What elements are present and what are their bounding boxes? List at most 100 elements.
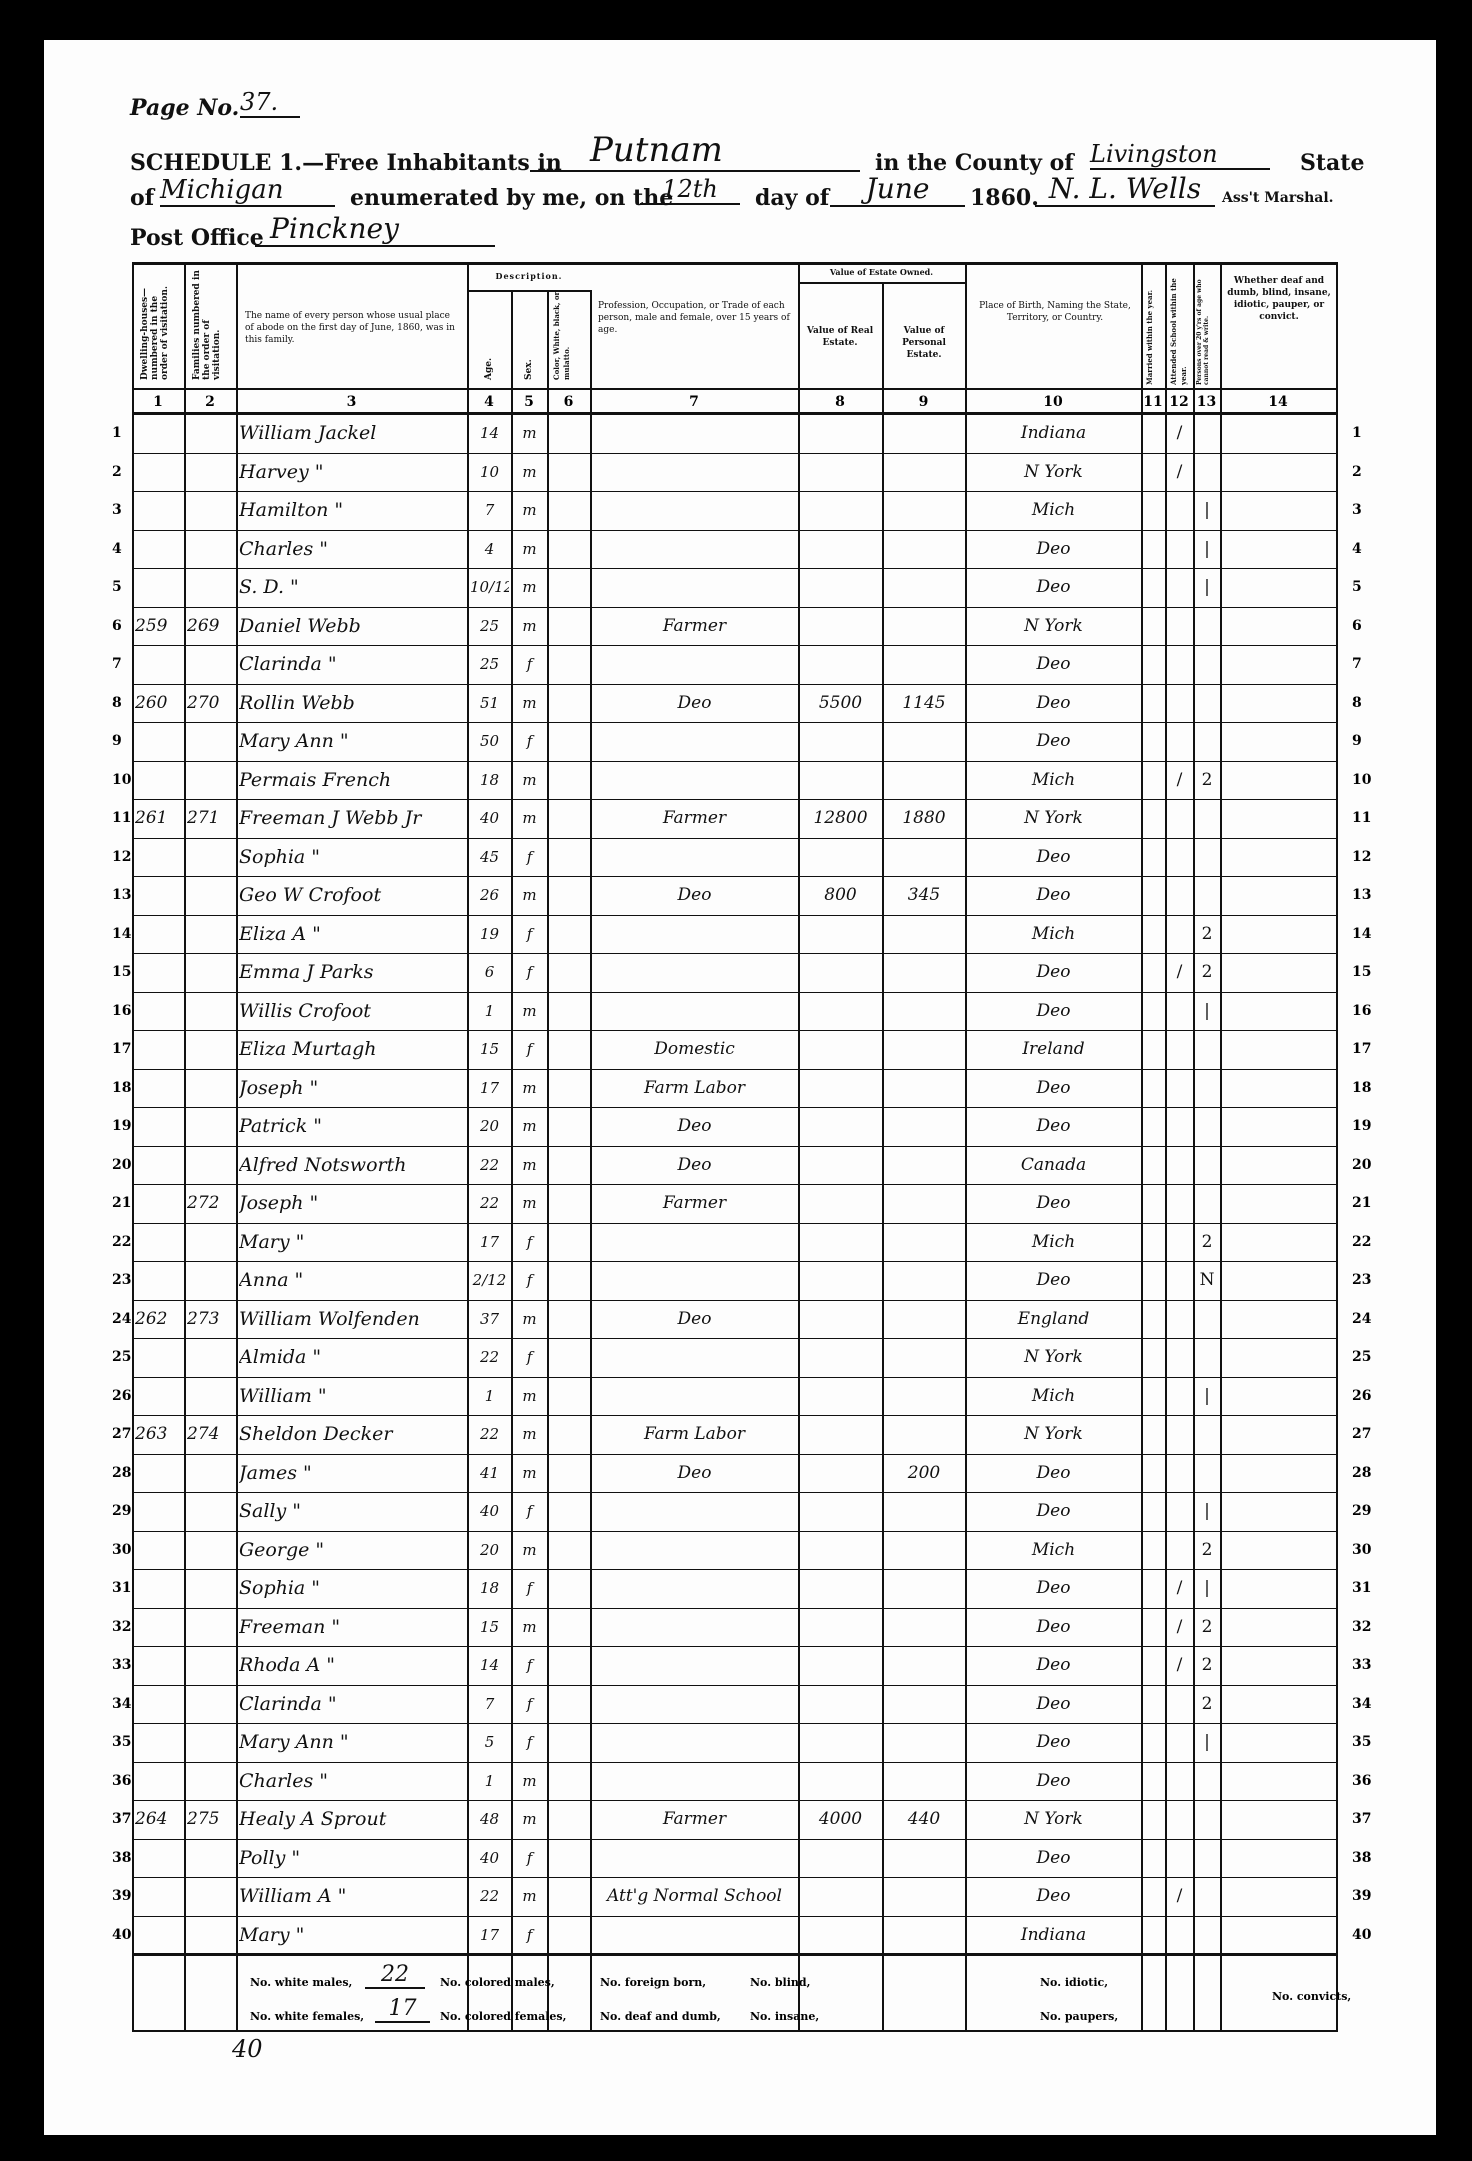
white-males-count: 22 (365, 1962, 425, 1989)
line-number: 22 (1352, 1233, 1372, 1250)
row-rule (132, 683, 1336, 685)
line-number: 27 (1352, 1426, 1372, 1442)
cannot-read-write: | (1204, 1385, 1210, 1406)
sex: f (526, 963, 533, 981)
row-rule (132, 452, 1336, 454)
row-rule (132, 991, 1336, 993)
person-name: Mary " (239, 1230, 305, 1253)
township: Putnam (530, 130, 860, 172)
birthplace: N York (1024, 1809, 1083, 1829)
line-number: 28 (1352, 1464, 1372, 1481)
column-number: 2 (205, 394, 215, 410)
birthplace: Deo (1036, 1616, 1071, 1637)
person-name: Freeman " (239, 1615, 341, 1638)
sex: f (526, 1579, 533, 1597)
dwelling-number: 260 (135, 692, 168, 713)
post-office-label: Post Office (130, 225, 264, 251)
col2-header: Families numbered in the order of visita… (192, 270, 222, 380)
age: 22 (479, 1348, 500, 1366)
foreign-born-label: No. foreign born, (600, 1976, 707, 1989)
birthplace: Mich (1031, 1231, 1076, 1252)
row-rule (132, 1145, 1336, 1147)
sex: m (522, 770, 537, 789)
row-rule (132, 1761, 1336, 1763)
col5-header: Sex. (524, 359, 534, 380)
column-number: 3 (346, 394, 357, 410)
person-name: William Wolfenden (239, 1307, 420, 1330)
age: 40 (479, 1848, 500, 1867)
birthplace: Deo (1036, 1732, 1071, 1752)
line-number: 7 (1352, 656, 1362, 672)
row-rule (132, 1261, 1336, 1262)
sex: f (526, 1232, 533, 1251)
sex: m (522, 1078, 537, 1097)
sex: m (522, 1117, 537, 1135)
column-number: 1 (153, 394, 163, 410)
cannot-read-write: | (1204, 1732, 1210, 1752)
family-number: 272 (187, 1193, 220, 1213)
birthplace: Deo (1036, 962, 1071, 982)
line-number: 11 (112, 810, 132, 826)
col3-header: The name of every person whose usual pla… (245, 311, 455, 345)
age: 22 (479, 1887, 500, 1905)
line-number: 16 (1352, 1002, 1372, 1019)
attended-school: / (1176, 1886, 1183, 1906)
real-estate-value: 4000 (818, 1809, 863, 1829)
row-rule (132, 799, 1336, 800)
page-number-label: Page No. (130, 95, 240, 121)
line-number: 38 (112, 1849, 132, 1866)
age: 48 (479, 1810, 500, 1828)
column-rule (511, 290, 513, 2030)
line-number: 9 (112, 733, 122, 749)
enumerated-label: enumerated by me, on the (350, 185, 674, 211)
age: 15 (479, 1617, 500, 1636)
sheet-count: 40 (232, 2035, 263, 2063)
person-name: Mary " (239, 1923, 305, 1946)
birthplace: Mich (1031, 769, 1076, 790)
age: 22 (479, 1425, 500, 1443)
person-name: Charles " (239, 537, 329, 560)
person-name: Sophia " (239, 845, 321, 868)
row-rule (132, 1530, 1336, 1532)
age: 1 (484, 1771, 495, 1790)
line-number: 36 (1352, 1772, 1372, 1789)
birthplace: Deo (1036, 1886, 1071, 1906)
person-name: Sophia " (239, 1577, 321, 1599)
col8-header: Value of Real Estate. (806, 326, 874, 348)
person-name: Sheldon Decker (239, 1423, 393, 1445)
age: 5 (484, 1733, 495, 1751)
age: 20 (479, 1117, 500, 1135)
age: 20 (479, 1540, 500, 1559)
convicts-label: No. convicts, (1272, 1990, 1352, 2003)
row-rule (132, 876, 1336, 877)
birthplace: Mich (1031, 500, 1076, 520)
county-label: in the County of (875, 150, 1074, 176)
line-number: 19 (1352, 1118, 1372, 1134)
line-number: 39 (112, 1888, 132, 1904)
col11-header: Married within the year. (1145, 289, 1154, 385)
birthplace: Deo (1036, 885, 1071, 905)
line-number: 9 (1352, 733, 1362, 749)
attended-school: / (1176, 423, 1183, 443)
line-number: 33 (112, 1657, 132, 1673)
person-name: Clarinda " (239, 1692, 337, 1715)
column-number: 11 (1143, 394, 1163, 410)
occupation: Deo (677, 1462, 712, 1483)
person-name: Rhoda A " (239, 1654, 336, 1676)
marshal-name: N. L. Wells (1035, 172, 1215, 207)
cannot-read-write: | (1204, 1578, 1210, 1598)
age: 25 (479, 655, 500, 673)
line-number: 21 (1352, 1195, 1372, 1211)
occupation: Farm Labor (643, 1424, 746, 1444)
age: 51 (479, 693, 500, 712)
column-number: 8 (835, 394, 845, 410)
row-rule (132, 1607, 1336, 1609)
cannot-read-write: 2 (1201, 962, 1213, 982)
sex: f (526, 1348, 533, 1366)
occupation: Farm Labor (643, 1077, 746, 1098)
sex: f (526, 924, 533, 943)
line-number: 32 (1352, 1618, 1372, 1635)
cannot-read-write: | (1204, 577, 1210, 597)
person-name: Joseph " (239, 1192, 319, 1214)
sex: m (522, 1810, 537, 1828)
